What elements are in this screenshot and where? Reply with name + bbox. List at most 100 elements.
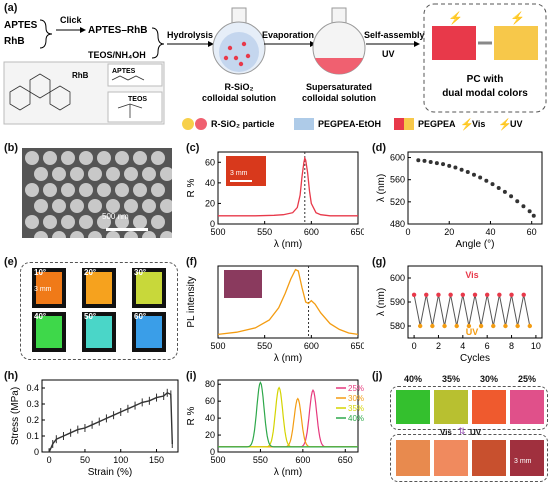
swap-arrow-icon: ⇅ [458,426,466,436]
angle-tile-color [36,316,62,348]
angle-tile-label: 60° [134,312,147,321]
pc-label-2: dual modal colors [442,88,528,99]
chart-d-point [496,186,501,190]
chart-i-ytick-label: 80 [205,379,215,389]
chart-g-vis-point [424,292,429,297]
chart-h-xtick-label: 50 [80,455,90,465]
panel-label-e: (e) [4,256,18,268]
angle-tile: 40° [32,312,66,352]
chart-h-frame [41,379,179,453]
scheme-apt-rhb: APTES–RhB [88,25,147,36]
angle-tile-color [86,272,112,304]
scheme-hydrolysis: Hydrolysis [167,30,213,40]
panel-label-f: (f) [186,256,197,268]
panel-j-vis-label: Vis [440,428,452,437]
chart-g-uv-point [515,323,520,329]
angle-tile-color [136,272,162,304]
chart-g-ytick-label: 580 [390,321,405,331]
chart-i-legend-label: 35% [348,404,364,413]
chart-c-frame [217,151,359,225]
chart-g-ylabel: λ (nm) [376,288,387,316]
chart-d-point [459,167,464,172]
chart-h-ytick-label: 0.3 [26,399,39,409]
chart-i: 500 550 600 650 0 20 40 60 80 λ (nm) R % 25%30%35%4… [186,379,364,478]
chart-g-vis-point [411,292,417,297]
panel-label-a: (a) [4,2,18,14]
chart-d-xtick-label: 60 [527,227,537,237]
chart-d-ytick-label: 560 [390,175,405,185]
legend-pegpea-swatch-yellow [404,118,414,130]
chart-d-ytick-label: 520 [390,197,405,207]
panel-j-percent: 40% [403,374,422,384]
chart-d-point [521,204,526,209]
chart-d-ytick-label: 480 [390,219,405,229]
chart-g-xtick-label: 0 [412,341,417,351]
chart-d-point [531,213,536,218]
legend-particle-red [195,118,207,130]
chart-d-frame [407,151,543,225]
scheme-brace [39,19,53,49]
chart-g-uv-point [417,323,423,329]
chart-g: 0 2 4 6 8 10 580 590 600 Cycles λ (nm) Vis UV [376,265,543,364]
chart-d-point [527,209,532,214]
chart-c-ytick-label: 40 [205,178,215,188]
chart-g-uv-label: UV [466,327,479,337]
chart-i-xtick-label: 600 [295,455,310,465]
chart-c: 500 550 600 650 0 20 40 60 λ (nm) R % [186,151,364,250]
panel-j-percent: 35% [441,374,460,384]
chart-g-vis-point [448,292,453,297]
angle-tile: 20° [82,268,116,308]
chart-i-series-line [218,397,358,448]
panel-j-vis-box [390,386,548,430]
chart-g-line [413,294,531,327]
chart-h-ytick-label: 0.1 [26,431,39,441]
flask-supersaturated [312,7,366,75]
chart-d-point [502,189,507,194]
pc-label-1: PC with [467,74,504,85]
chart-c-xtick-label: 600 [304,227,319,237]
panel-j-uv-tile [434,440,468,476]
chart-g-vis-label: Vis [465,270,478,280]
chart-i-legend-label: 30% [348,394,364,403]
chart-i-xlabel: λ (nm) [274,467,302,478]
chart-f-inset [224,270,262,298]
panel-label-i: (i) [186,370,197,382]
legend-vis-icon: ⚡ [460,118,474,131]
chart-d-ylabel: λ (nm) [376,174,387,202]
chart-g-vis-point [484,292,490,297]
struct-aptes: APTES [112,68,136,75]
legend-pegpea-swatch-red [394,118,404,130]
scheme-uv-arrow-label: UV [382,49,395,59]
chart-d-point [471,172,476,177]
chart-d-point [490,182,495,187]
panel-label-c: (c) [186,142,200,154]
legend-pegpea-label: PEGPEA [418,119,456,129]
angle-tile-label: 50° [84,312,97,321]
super-label-1: Supersaturated [306,82,372,92]
chart-i-ytick-label: 0 [210,447,215,457]
chart-h: 0 50 100 150 0 0.1 0.2 0.3 0.4 Strain (%) Stress (… [10,379,179,478]
chart-i-legend-label: 25% [348,384,364,393]
chart-g-uv-point [442,323,447,329]
sem-pattern [25,151,172,238]
chart-c-series-line [218,156,358,217]
chart-i-xtick-label: 650 [338,455,353,465]
chart-d-point [447,163,452,168]
angle-tile-color [36,272,62,304]
panel-j-percent: 30% [479,374,498,384]
chart-g-vis-point [436,292,441,297]
chart-g-uv-point [430,323,435,329]
chart-g-uv-point [527,323,533,329]
legend-vis-label: Vis [472,119,485,129]
angle-tile: 30° [132,268,166,308]
sem-image: 500 nm [22,148,172,238]
chart-g-xtick-label: 2 [436,341,441,351]
rhb-structure [9,73,71,111]
panel-j-uv-tile [396,440,430,476]
chart-d-point [484,178,489,183]
legend-uv-label: UV [510,119,523,129]
chart-g-xlabel: Cycles [460,353,490,364]
chart-c-inset: 3 mm [226,156,266,186]
chart-d-xtick-label: 0 [405,227,410,237]
chart-d-xlabel: Angle (°) [455,239,494,250]
